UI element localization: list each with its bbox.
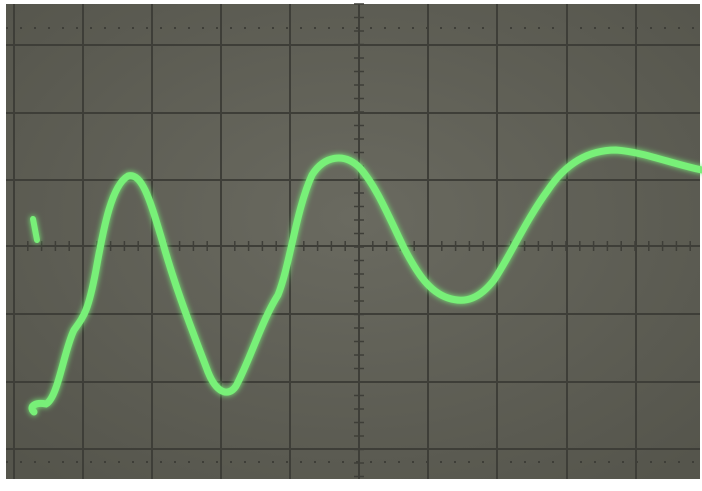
trace-group [28, 146, 702, 416]
trace-dot [30, 216, 40, 243]
waveform-trace [28, 146, 702, 416]
graticule [6, 3, 700, 479]
screen [6, 4, 700, 479]
